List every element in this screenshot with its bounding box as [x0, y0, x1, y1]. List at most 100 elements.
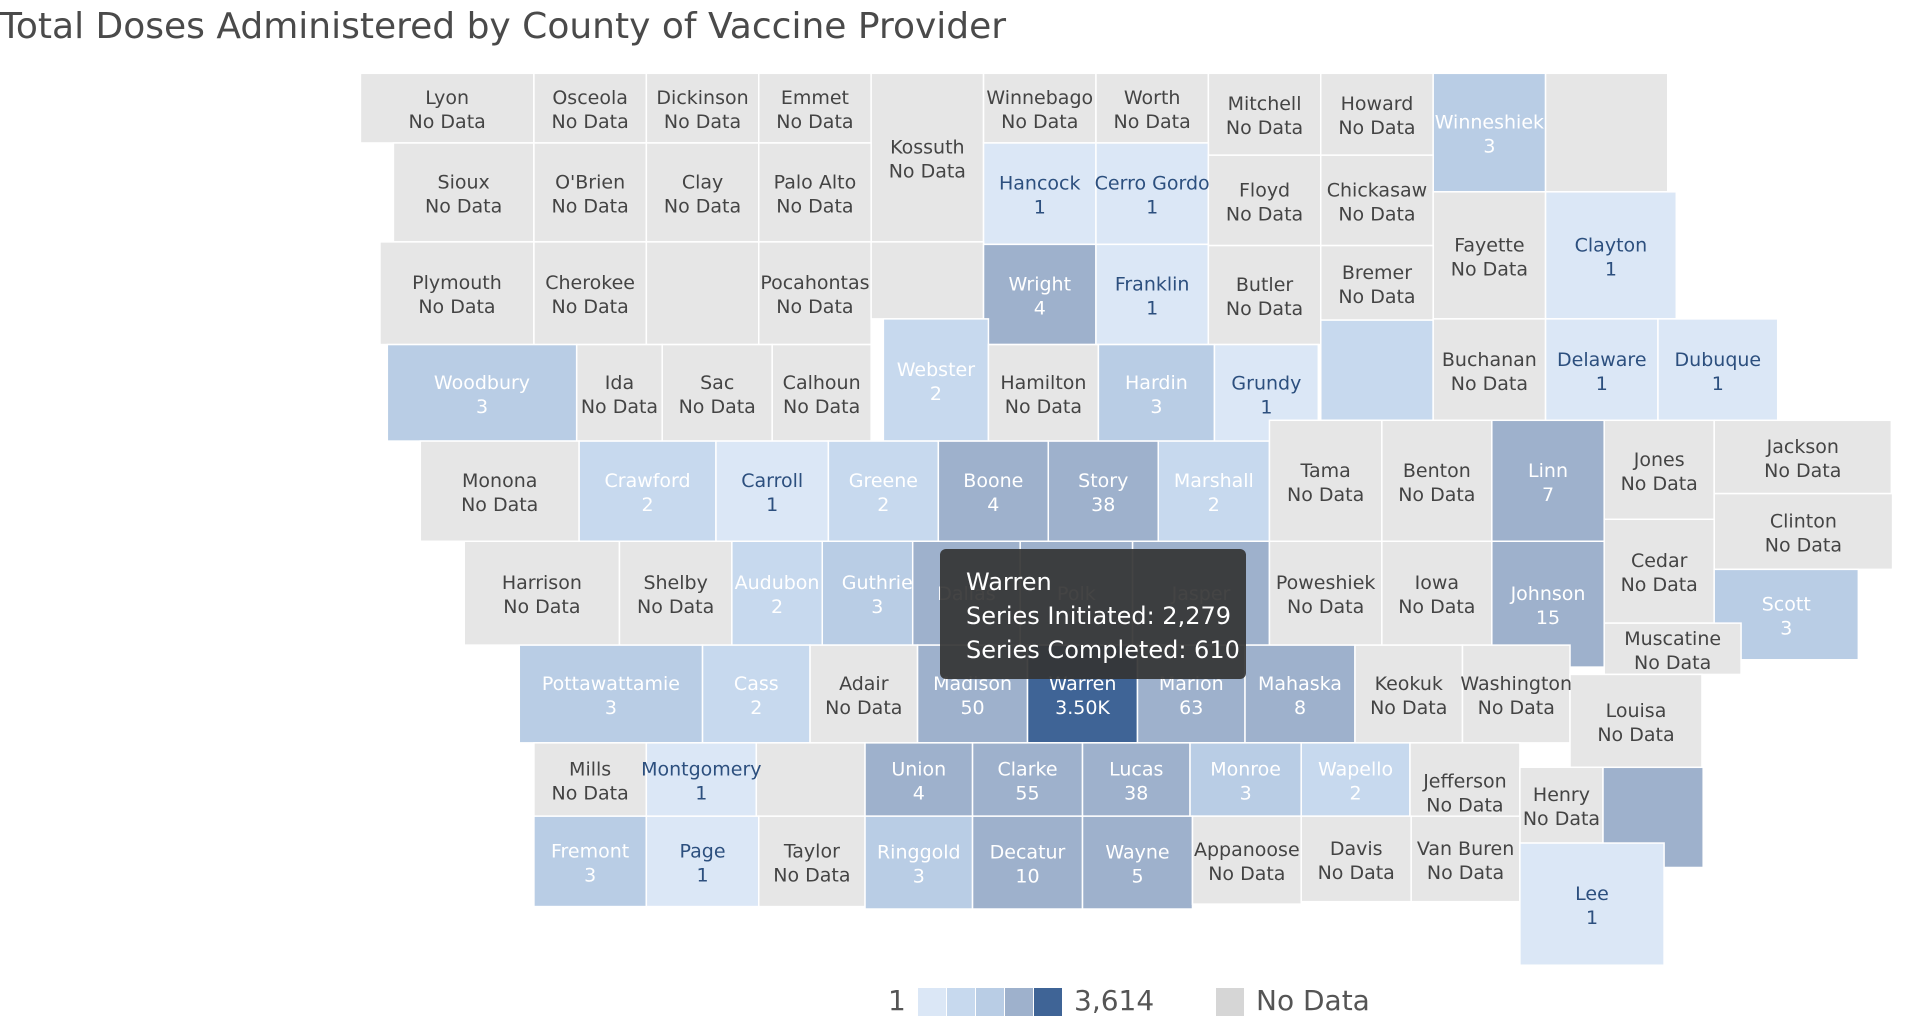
county-fremont[interactable] — [533, 815, 648, 908]
county-monona[interactable] — [419, 440, 580, 543]
county-ringgold[interactable] — [864, 815, 974, 910]
county-tama[interactable] — [1268, 419, 1383, 543]
county-name-label: Cerro Gordo — [1095, 173, 1210, 195]
county-name-label: Wright — [1008, 273, 1071, 295]
county-woodbury[interactable] — [386, 343, 578, 442]
county-o-brien[interactable] — [533, 142, 648, 243]
county-sioux[interactable] — [392, 142, 535, 243]
county-value-label: No Data — [1226, 117, 1303, 139]
county-cherokee[interactable] — [533, 241, 648, 346]
county-butler[interactable] — [1207, 244, 1322, 346]
county-appanoose[interactable] — [1191, 815, 1302, 905]
county-crawford[interactable] — [578, 440, 717, 543]
county-name-label: Jones — [1633, 449, 1685, 471]
county-name-label: Hardin — [1125, 372, 1188, 394]
county-linn[interactable] — [1491, 419, 1605, 543]
county-dubuque[interactable] — [1657, 318, 1779, 423]
county-chickasaw[interactable] — [1320, 154, 1434, 247]
county-pottawattamie[interactable] — [518, 644, 704, 744]
county-poweshiek[interactable] — [1268, 540, 1383, 646]
county-mitchell[interactable] — [1207, 72, 1322, 156]
county-mills[interactable] — [533, 742, 648, 817]
county-fayette[interactable] — [1432, 191, 1547, 320]
county-name-label: Lee — [1575, 883, 1609, 905]
county-value-label: No Data — [409, 111, 486, 133]
county-muscatine[interactable] — [1603, 622, 1742, 676]
county-name-label: Grundy — [1231, 372, 1301, 394]
county-greene[interactable] — [827, 440, 940, 543]
county-value-label: No Data — [1427, 862, 1504, 884]
county-boone[interactable] — [937, 440, 1050, 543]
county-value-label: No Data — [664, 111, 741, 133]
county-value-label: 1 — [695, 783, 707, 805]
county-value-label: 1 — [1596, 373, 1608, 395]
county-washington[interactable] — [1461, 644, 1571, 744]
county-value-label: No Data — [1005, 396, 1082, 418]
county-value-label: 1 — [696, 864, 708, 886]
county-value-label: 3.50K — [1055, 697, 1110, 719]
county-clay[interactable] — [645, 142, 760, 243]
county-bremer[interactable] — [1320, 244, 1434, 321]
county-calhoun[interactable] — [771, 343, 872, 442]
county-montgomery[interactable] — [645, 742, 758, 817]
county-unlabeled-23[interactable] — [645, 241, 760, 346]
county-name-label: Clinton — [1770, 510, 1837, 532]
county-union[interactable] — [864, 742, 974, 817]
county-unlabeled-30[interactable] — [1320, 319, 1434, 422]
tooltip-series-initiated: Series Initiated: 2,279 — [966, 602, 1232, 630]
county-page[interactable] — [645, 815, 760, 908]
county-unlabeled-80[interactable] — [755, 742, 866, 817]
county-name-label: Buchanan — [1442, 349, 1537, 371]
county-story[interactable] — [1047, 440, 1160, 543]
county-name-label: Sac — [700, 372, 734, 394]
county-floyd[interactable] — [1207, 154, 1322, 247]
county-cerro-gordo[interactable] — [1095, 142, 1210, 246]
county-value-label: No Data — [1208, 863, 1285, 885]
county-taylor[interactable] — [757, 815, 866, 908]
county-value-label: 2 — [771, 596, 783, 618]
county-name-label: Plymouth — [412, 272, 502, 294]
county-value-label: No Data — [1478, 697, 1555, 719]
county-name-label: Wapello — [1318, 759, 1393, 781]
county-value-label: 4 — [987, 494, 999, 516]
county-hancock[interactable] — [982, 142, 1097, 246]
county-plymouth[interactable] — [379, 241, 535, 346]
county-value-label: No Data — [503, 596, 580, 618]
county-unlabeled-10[interactable] — [1544, 72, 1669, 193]
county-van-buren[interactable] — [1410, 815, 1521, 903]
county-carroll[interactable] — [715, 440, 830, 543]
county-harrison[interactable] — [463, 540, 621, 646]
county-value-label: 50 — [960, 697, 984, 719]
county-lyon[interactable] — [359, 72, 535, 144]
county-name-label: Iowa — [1415, 572, 1459, 594]
county-value-label: No Data — [1621, 473, 1698, 495]
county-clayton[interactable] — [1544, 191, 1678, 320]
county-dickinson[interactable] — [645, 72, 760, 144]
county-marshall[interactable] — [1157, 440, 1271, 543]
county-howard[interactable] — [1320, 72, 1434, 156]
county-wapello[interactable] — [1300, 742, 1411, 817]
county-jackson[interactable] — [1713, 419, 1893, 495]
county-osceola[interactable] — [533, 72, 648, 144]
county-lee[interactable] — [1519, 842, 1665, 966]
county-hardin[interactable] — [1097, 343, 1216, 442]
county-clinton[interactable] — [1713, 492, 1894, 571]
county-value-label: 55 — [1015, 783, 1039, 805]
county-benton[interactable] — [1381, 419, 1493, 543]
county-audubon[interactable] — [731, 540, 824, 646]
county-louisa[interactable] — [1569, 673, 1703, 769]
county-iowa[interactable] — [1381, 540, 1493, 646]
county-name-label: Kossuth — [890, 137, 964, 159]
county-palo-alto[interactable] — [757, 142, 872, 243]
county-keokuk[interactable] — [1354, 644, 1464, 744]
county-winneshiek[interactable] — [1432, 72, 1547, 193]
county-monroe[interactable] — [1189, 742, 1302, 817]
county-unlabeled-25[interactable] — [870, 241, 985, 320]
county-decatur[interactable] — [971, 815, 1084, 910]
county-name-label: Adair — [839, 673, 889, 695]
county-webster[interactable] — [882, 318, 990, 442]
county-value-label: 3 — [1483, 136, 1495, 158]
county-pocahontas[interactable] — [757, 241, 872, 346]
county-name-label: Boone — [963, 470, 1023, 492]
